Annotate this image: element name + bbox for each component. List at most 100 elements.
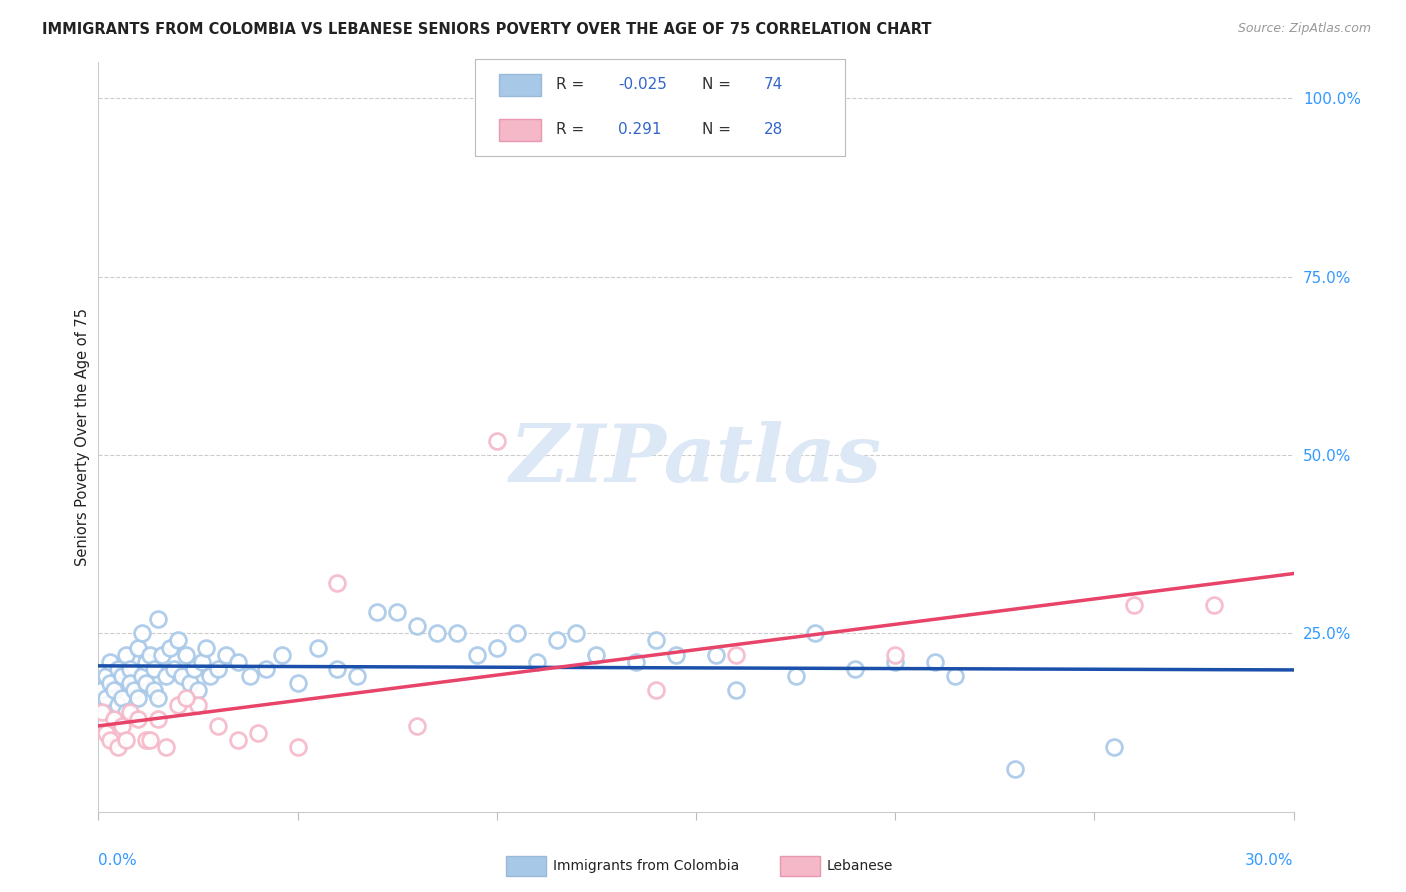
Point xyxy=(207,719,229,733)
Point xyxy=(844,662,866,676)
Text: 30.0%: 30.0% xyxy=(1246,853,1294,868)
Point xyxy=(100,733,122,747)
Point xyxy=(96,726,118,740)
Point xyxy=(307,640,329,655)
Point xyxy=(1102,740,1125,755)
Point xyxy=(254,662,277,676)
Point xyxy=(174,690,197,705)
Point xyxy=(704,648,727,662)
Point xyxy=(111,690,134,705)
Text: R =: R = xyxy=(557,78,589,93)
Point xyxy=(195,640,218,655)
Point xyxy=(120,705,142,719)
Text: -0.025: -0.025 xyxy=(619,78,668,93)
Point xyxy=(124,683,146,698)
Point xyxy=(366,605,388,619)
Point xyxy=(1123,598,1146,612)
Point xyxy=(724,683,747,698)
Text: 28: 28 xyxy=(763,122,783,137)
Point xyxy=(546,633,568,648)
Point xyxy=(191,655,214,669)
Point xyxy=(924,655,946,669)
Point xyxy=(163,662,186,676)
Point xyxy=(183,662,205,676)
Text: R =: R = xyxy=(557,122,589,137)
Point xyxy=(115,733,138,747)
Point xyxy=(884,655,907,669)
Point xyxy=(287,740,309,755)
Point xyxy=(526,655,548,669)
Point xyxy=(626,655,648,669)
FancyBboxPatch shape xyxy=(475,59,845,156)
Point xyxy=(187,683,209,698)
Point xyxy=(465,648,488,662)
Point xyxy=(131,669,153,683)
Text: Immigrants from Colombia: Immigrants from Colombia xyxy=(553,859,738,873)
Point xyxy=(215,648,238,662)
Point xyxy=(270,648,292,662)
Point xyxy=(385,605,409,619)
Point xyxy=(107,740,129,755)
Point xyxy=(100,676,122,690)
Point xyxy=(135,655,157,669)
Point xyxy=(103,683,125,698)
Point xyxy=(143,662,166,676)
Point xyxy=(115,705,138,719)
Point xyxy=(785,669,807,683)
Point xyxy=(665,648,688,662)
Point xyxy=(406,619,429,633)
Point xyxy=(645,683,668,698)
Point xyxy=(96,690,118,705)
FancyBboxPatch shape xyxy=(499,119,540,141)
Point xyxy=(107,662,129,676)
Point xyxy=(103,712,125,726)
Point xyxy=(506,626,529,640)
Point xyxy=(143,683,166,698)
Point xyxy=(96,669,118,683)
Point xyxy=(1202,598,1225,612)
Point xyxy=(724,648,747,662)
Point xyxy=(150,648,173,662)
Point xyxy=(198,669,221,683)
Y-axis label: Seniors Poverty Over the Age of 75: Seniors Poverty Over the Age of 75 xyxy=(75,308,90,566)
Text: 0.0%: 0.0% xyxy=(98,853,138,868)
Point xyxy=(127,712,149,726)
Point xyxy=(485,640,508,655)
Point xyxy=(127,690,149,705)
Point xyxy=(226,733,249,747)
Text: N =: N = xyxy=(702,78,735,93)
Point xyxy=(207,662,229,676)
Point xyxy=(155,669,177,683)
Point xyxy=(287,676,309,690)
Text: 0.291: 0.291 xyxy=(619,122,662,137)
Text: Source: ZipAtlas.com: Source: ZipAtlas.com xyxy=(1237,22,1371,36)
Point xyxy=(804,626,827,640)
Point xyxy=(148,712,170,726)
Point xyxy=(645,633,668,648)
Point xyxy=(943,669,966,683)
Point xyxy=(326,662,349,676)
Point xyxy=(239,669,262,683)
Point xyxy=(172,669,194,683)
Text: ZIPatlas: ZIPatlas xyxy=(510,421,882,499)
Point xyxy=(111,669,134,683)
Point xyxy=(485,434,508,448)
Point xyxy=(246,726,269,740)
Point xyxy=(107,698,129,712)
Point xyxy=(167,633,190,648)
Point xyxy=(155,740,177,755)
Point xyxy=(565,626,588,640)
Point xyxy=(179,676,201,690)
Point xyxy=(174,648,197,662)
Point xyxy=(159,640,181,655)
Point xyxy=(135,733,157,747)
Point xyxy=(148,690,170,705)
Point xyxy=(226,655,249,669)
Point xyxy=(91,705,114,719)
Point xyxy=(115,648,138,662)
Point xyxy=(91,683,114,698)
Text: 74: 74 xyxy=(763,78,783,93)
Point xyxy=(131,626,153,640)
Point xyxy=(1004,762,1026,776)
Point xyxy=(100,655,122,669)
